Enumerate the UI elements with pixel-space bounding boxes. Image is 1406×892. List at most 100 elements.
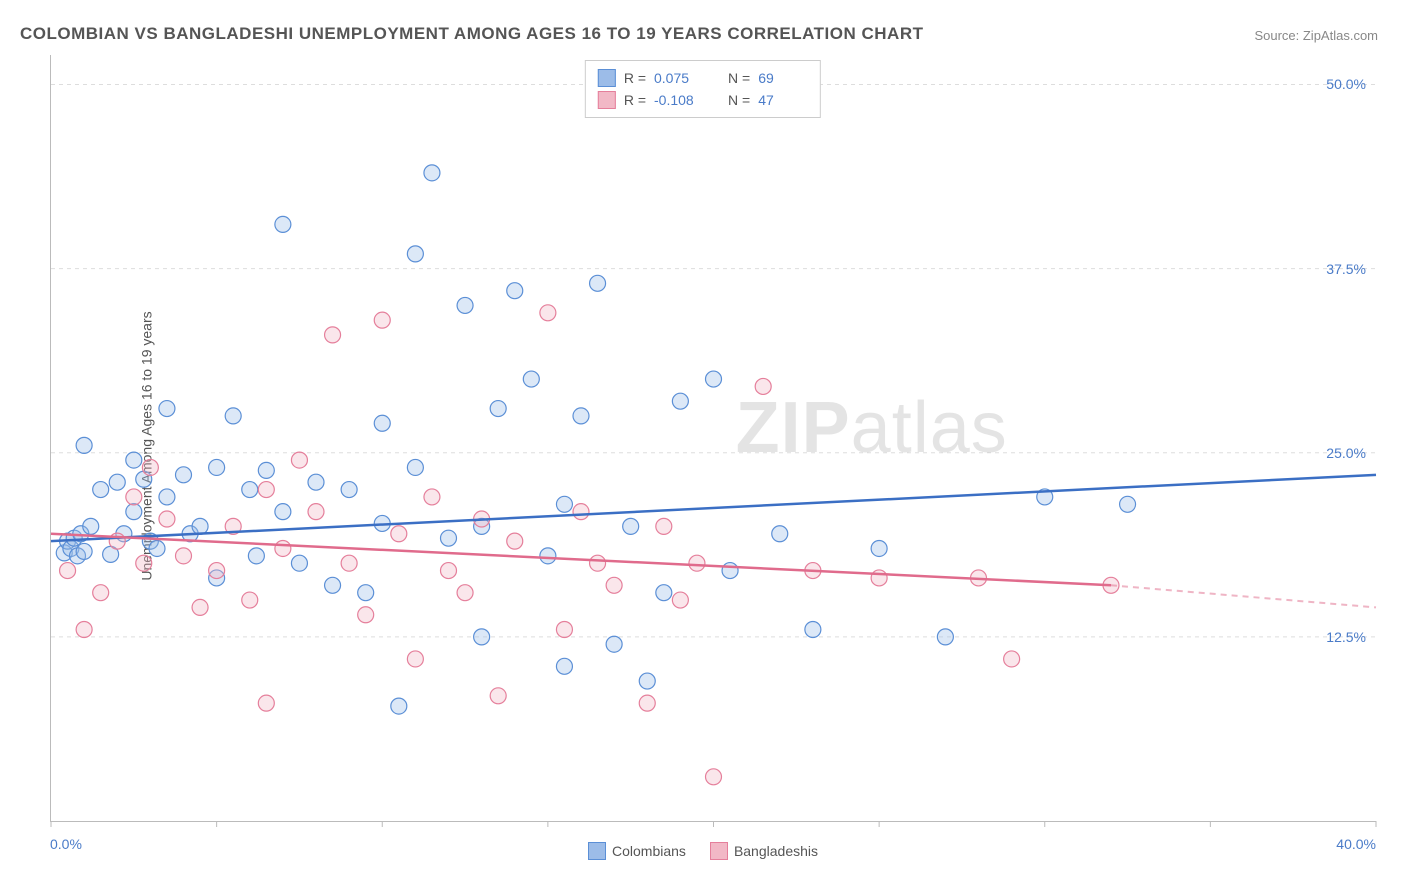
scatter-point — [523, 371, 539, 387]
scatter-point — [639, 673, 655, 689]
scatter-point — [308, 504, 324, 520]
scatter-point — [136, 555, 152, 571]
scatter-point — [407, 651, 423, 667]
scatter-point — [441, 563, 457, 579]
scatter-point — [325, 577, 341, 593]
scatter-point — [507, 283, 523, 299]
scatter-point — [407, 246, 423, 262]
scatter-point — [590, 555, 606, 571]
scatter-point — [1004, 651, 1020, 667]
scatter-point — [871, 570, 887, 586]
scatter-point — [248, 548, 264, 564]
y-tick-label: 37.5% — [1326, 261, 1366, 277]
legend-item-colombians: Colombians — [588, 842, 686, 860]
scatter-point — [209, 563, 225, 579]
scatter-point — [242, 592, 258, 608]
scatter-point — [623, 518, 639, 534]
scatter-point — [159, 401, 175, 417]
swatch-colombians — [598, 69, 616, 87]
correlation-legend-box: R = 0.075 N = 69 R = -0.108 N = 47 — [585, 60, 821, 118]
r-label: R = — [624, 70, 646, 86]
correlation-row-colombians: R = 0.075 N = 69 — [598, 67, 808, 89]
scatter-point — [325, 327, 341, 343]
scatter-point — [1120, 496, 1136, 512]
scatter-point — [308, 474, 324, 490]
scatter-point — [275, 540, 291, 556]
r-value-colombians: 0.075 — [654, 70, 704, 86]
legend-item-bangladeshis: Bangladeshis — [710, 842, 818, 860]
scatter-point — [424, 489, 440, 505]
scatter-point — [606, 636, 622, 652]
scatter-point — [76, 543, 92, 559]
scatter-point — [176, 548, 192, 564]
scatter-point — [275, 216, 291, 232]
scatter-point — [689, 555, 705, 571]
scatter-point — [556, 658, 572, 674]
scatter-point — [871, 540, 887, 556]
scatter-point — [772, 526, 788, 542]
scatter-point — [937, 629, 953, 645]
y-tick-label: 25.0% — [1326, 445, 1366, 461]
scatter-point — [93, 585, 109, 601]
scatter-point — [507, 533, 523, 549]
scatter-point — [358, 607, 374, 623]
scatter-point — [209, 459, 225, 475]
scatter-point — [225, 408, 241, 424]
scatter-point — [457, 297, 473, 313]
scatter-point — [391, 526, 407, 542]
scatter-point — [142, 459, 158, 475]
legend-label-bangladeshis: Bangladeshis — [734, 843, 818, 859]
bottom-legend: Colombians Bangladeshis — [588, 842, 818, 860]
scatter-point — [149, 540, 165, 556]
scatter-point — [341, 482, 357, 498]
scatter-point — [606, 577, 622, 593]
scatter-point — [159, 511, 175, 527]
scatter-point — [490, 688, 506, 704]
scatter-point — [258, 482, 274, 498]
scatter-point — [755, 378, 771, 394]
scatter-point — [341, 555, 357, 571]
scatter-point — [573, 408, 589, 424]
scatter-point — [672, 393, 688, 409]
scatter-point — [258, 462, 274, 478]
legend-swatch-bangladeshis — [710, 842, 728, 860]
correlation-row-bangladeshis: R = -0.108 N = 47 — [598, 89, 808, 111]
n-value-colombians: 69 — [758, 70, 808, 86]
scatter-point — [258, 695, 274, 711]
scatter-point — [126, 489, 142, 505]
legend-swatch-colombians — [588, 842, 606, 860]
y-tick-label: 12.5% — [1326, 629, 1366, 645]
chart-title: COLOMBIAN VS BANGLADESHI UNEMPLOYMENT AM… — [20, 24, 923, 44]
r-label: R = — [624, 92, 646, 108]
x-axis-min-label: 0.0% — [50, 836, 82, 852]
regression-line-extrapolated — [1111, 585, 1376, 607]
scatter-point — [275, 504, 291, 520]
scatter-point — [83, 518, 99, 534]
plot-area — [50, 55, 1376, 822]
n-label: N = — [728, 70, 750, 86]
scatter-svg — [51, 55, 1376, 821]
scatter-point — [192, 599, 208, 615]
scatter-point — [374, 415, 390, 431]
scatter-point — [441, 530, 457, 546]
n-label: N = — [728, 92, 750, 108]
scatter-point — [76, 622, 92, 638]
scatter-point — [424, 165, 440, 181]
scatter-point — [656, 585, 672, 601]
scatter-point — [457, 585, 473, 601]
scatter-point — [93, 482, 109, 498]
scatter-point — [109, 474, 125, 490]
scatter-point — [556, 622, 572, 638]
scatter-point — [407, 459, 423, 475]
chart-container: COLOMBIAN VS BANGLADESHI UNEMPLOYMENT AM… — [0, 0, 1406, 892]
scatter-point — [126, 504, 142, 520]
scatter-point — [474, 629, 490, 645]
scatter-point — [540, 548, 556, 564]
scatter-point — [573, 504, 589, 520]
n-value-bangladeshis: 47 — [758, 92, 808, 108]
scatter-point — [672, 592, 688, 608]
scatter-point — [391, 698, 407, 714]
scatter-point — [192, 518, 208, 534]
swatch-bangladeshis — [598, 91, 616, 109]
scatter-point — [242, 482, 258, 498]
